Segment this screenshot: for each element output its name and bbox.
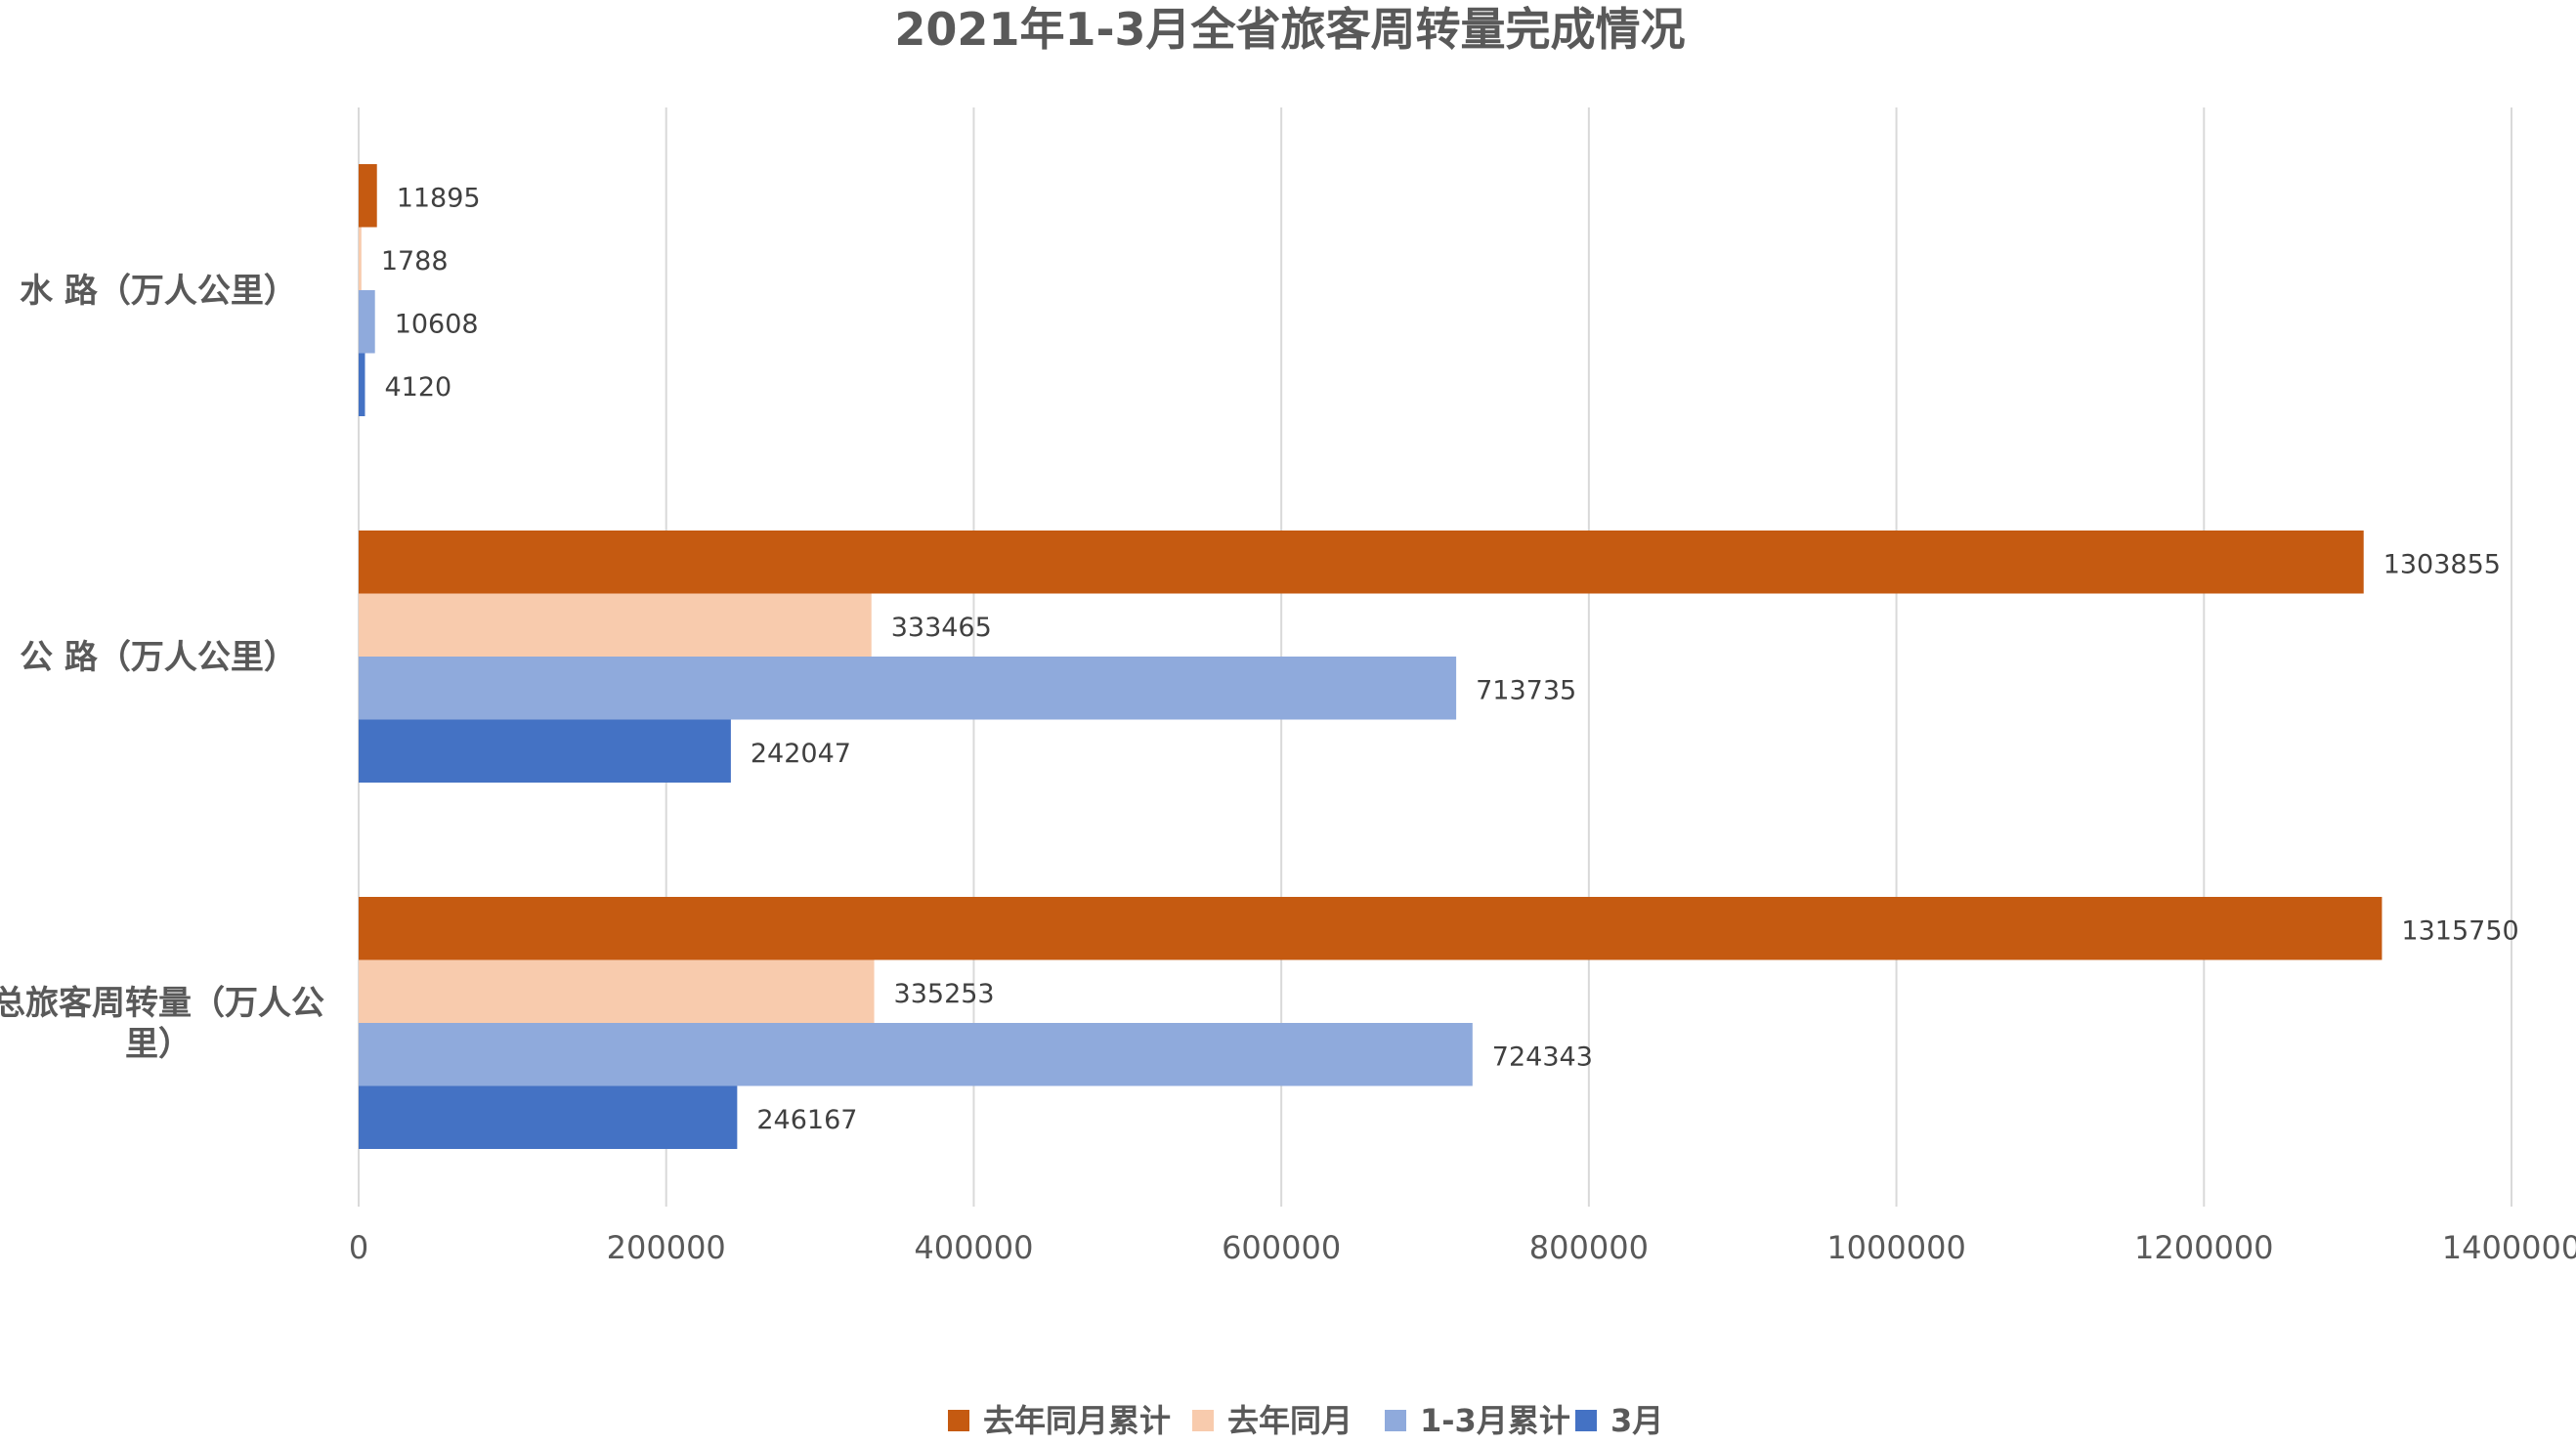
data-label: 1788 [381, 246, 449, 276]
bar [359, 1085, 738, 1149]
bar [359, 164, 377, 228]
data-label: 246167 [756, 1105, 857, 1135]
data-labels: 11895 1788 10608 4120 1303855 333465 713735 242… [381, 183, 2519, 1135]
legend-entry: 3月 [1610, 1402, 1663, 1439]
data-label: 713735 [1476, 675, 1576, 705]
legend-entry: 1-3月累计 [1420, 1402, 1570, 1439]
legend-swatch [1192, 1410, 1214, 1431]
legend-entry: 去年同月累计 [983, 1402, 1171, 1439]
data-label: 1315750 [2401, 915, 2518, 946]
data-label: 333465 [891, 613, 992, 643]
legend-swatch [948, 1410, 969, 1431]
category-label: 水 路（万人公里） [20, 272, 297, 311]
bars [359, 164, 2383, 1149]
legend-swatch [1385, 1410, 1406, 1431]
bar [359, 897, 2383, 960]
x-tick-labels: 0 200000 400000 600000 800000 1000000 1200000 1… [349, 1229, 2576, 1266]
legend-entry: 去年同月 [1227, 1402, 1352, 1439]
data-label: 10608 [395, 309, 479, 339]
category-label: 公 路（万人公里） [20, 638, 297, 677]
bar [359, 531, 2364, 594]
bar [359, 959, 875, 1023]
x-tick-label: 1400000 [2442, 1229, 2576, 1266]
x-tick-label: 600000 [1222, 1229, 1341, 1266]
legend: 去年同月累计 去年同月 1-3月累计 3月 [948, 1402, 1663, 1439]
bar [359, 657, 1457, 720]
x-tick-label: 1200000 [2134, 1229, 2274, 1266]
bar [359, 290, 375, 354]
bar [359, 353, 365, 416]
x-tick-label: 0 [349, 1229, 368, 1266]
bar [359, 593, 872, 657]
x-tick-label: 1000000 [1826, 1229, 1966, 1266]
x-tick-label: 200000 [607, 1229, 726, 1266]
bar [359, 1023, 1473, 1086]
data-label: 1303855 [2383, 549, 2501, 579]
data-label: 11895 [397, 183, 481, 213]
category-label: 总旅客周转量（万人公 [0, 984, 324, 1023]
category-labels: 水 路（万人公里） 公 路（万人公里） 总旅客周转量（万人公里） [0, 272, 324, 1064]
data-label: 335253 [894, 979, 995, 1009]
data-label: 724343 [1492, 1041, 1593, 1072]
chart-title: 2021年1-3月全省旅客周转量完成情况 [894, 3, 1685, 56]
data-label: 4120 [384, 372, 451, 403]
legend-swatch [1575, 1410, 1597, 1431]
x-tick-label: 800000 [1529, 1229, 1649, 1266]
category-label: 里） [125, 1025, 192, 1064]
x-tick-label: 400000 [914, 1229, 1033, 1266]
bar [359, 227, 362, 290]
data-label: 242047 [751, 739, 851, 769]
bar [359, 719, 731, 783]
